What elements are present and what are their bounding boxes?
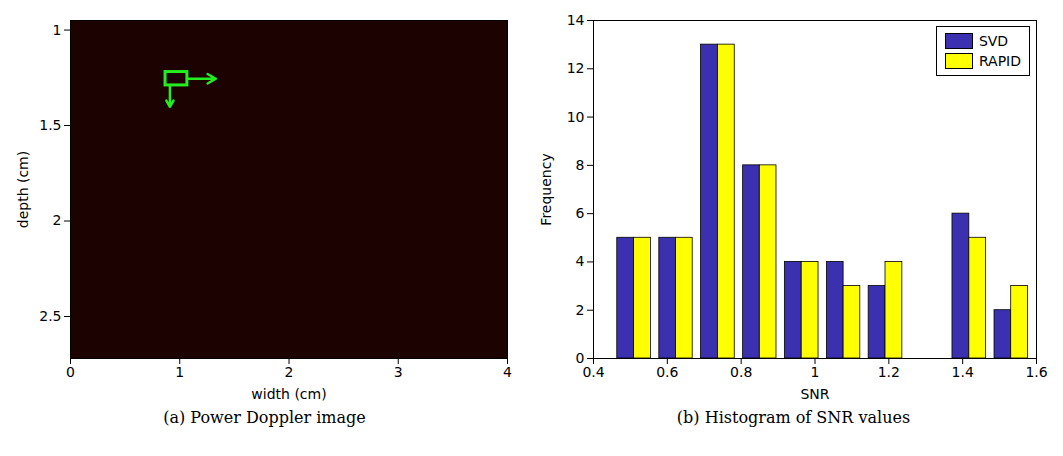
- svg-text:6: 6: [576, 205, 585, 221]
- svg-text:10: 10: [567, 109, 585, 125]
- svg-text:SNR: SNR: [800, 386, 829, 402]
- svg-text:2.5: 2.5: [39, 308, 61, 324]
- svg-text:0: 0: [66, 364, 75, 380]
- svg-text:4: 4: [503, 364, 512, 380]
- svg-text:width (cm): width (cm): [251, 386, 326, 402]
- svg-text:1.2: 1.2: [878, 364, 900, 380]
- svg-text:Frequency: Frequency: [538, 153, 554, 225]
- svg-text:depth (cm): depth (cm): [15, 151, 31, 228]
- svg-text:1: 1: [811, 364, 820, 380]
- svg-text:0.8: 0.8: [730, 364, 752, 380]
- svg-text:0: 0: [575, 350, 585, 366]
- html-text:(a) Power Doppler image: (a) Power Doppler image: [163, 408, 366, 427]
- svg-text:2: 2: [285, 364, 294, 380]
- svg-text:1.6: 1.6: [1025, 364, 1047, 380]
- svg-text:2: 2: [576, 302, 585, 318]
- svg-text:1.4: 1.4: [952, 364, 974, 380]
- svg-text:1.5: 1.5: [39, 117, 61, 133]
- svg-text:8: 8: [576, 157, 585, 173]
- svg-text:12: 12: [567, 60, 585, 76]
- html-text:SVD: SVD: [978, 33, 1009, 49]
- html-text:(b) Histogram of SNR values: (b) Histogram of SNR values: [676, 408, 911, 427]
- svg-text:1: 1: [53, 22, 62, 38]
- svg-text:14: 14: [567, 12, 585, 28]
- svg-text:1: 1: [175, 364, 184, 380]
- svg-text:3: 3: [394, 364, 403, 380]
- svg-text:0.6: 0.6: [656, 364, 678, 380]
- svg-text:0.4: 0.4: [582, 364, 604, 380]
- svg-text:2: 2: [53, 212, 62, 228]
- svg-text:4: 4: [576, 253, 585, 269]
- html-text:RAPID: RAPID: [978, 53, 1021, 69]
